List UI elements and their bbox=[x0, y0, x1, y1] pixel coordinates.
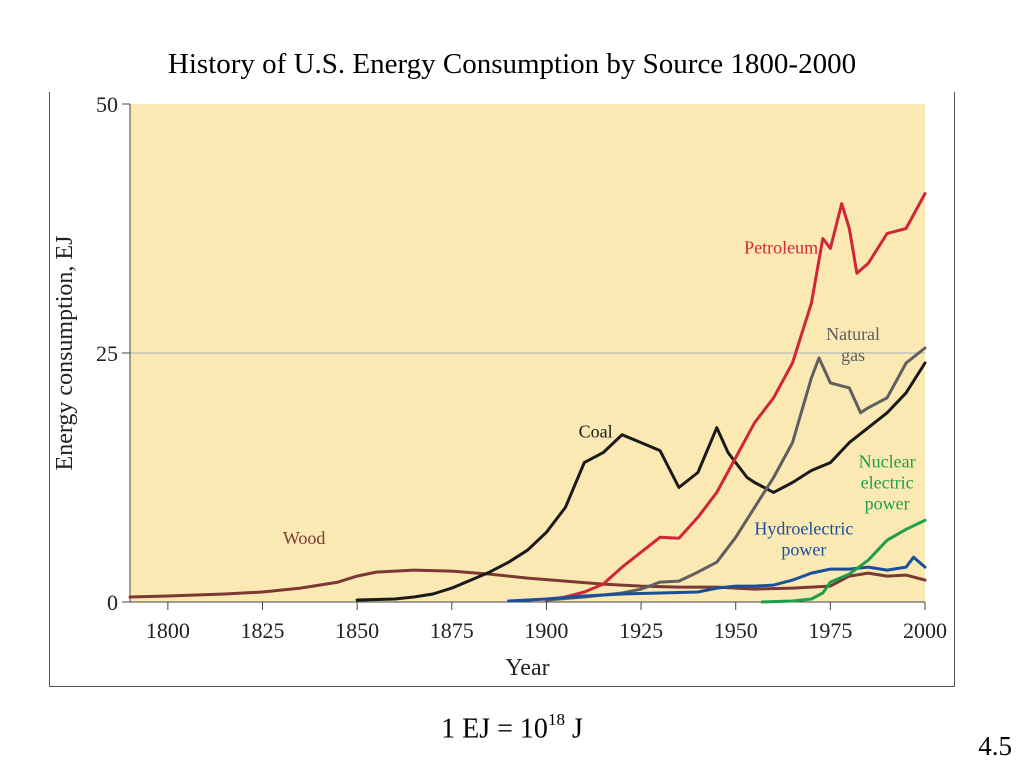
series-label-natural-gas: Natural gas bbox=[826, 324, 880, 365]
y-tick-label-50: 50 bbox=[96, 92, 118, 117]
series-label-wood: Wood bbox=[283, 528, 326, 548]
x-tick-label-1900: 1900 bbox=[524, 618, 568, 643]
x-tick-label-1950: 1950 bbox=[714, 618, 758, 643]
chart-frame: 1800 1825 1850 1875 1900 1925 1950 1975 2000 0 25 5… bbox=[49, 92, 955, 687]
series-label-line: power bbox=[781, 539, 826, 559]
x-axis-title: Year bbox=[505, 655, 549, 681]
series-label-line: Hydroelectric bbox=[754, 518, 853, 538]
y-tick-label-25: 25 bbox=[96, 341, 118, 366]
series-label-petroleum: Petroleum bbox=[744, 237, 818, 257]
series-line-petroleum bbox=[544, 192, 927, 602]
x-tick-label-1825: 1825 bbox=[241, 618, 285, 643]
series-line-nuclear-electric-power bbox=[760, 518, 927, 604]
series-line-coal bbox=[355, 361, 927, 602]
x-tick-label-1875: 1875 bbox=[430, 618, 474, 643]
x-tick-label-1925: 1925 bbox=[619, 618, 663, 643]
series-label-hydroelectric-power: Hydroelectric power bbox=[754, 518, 853, 559]
unit-note: 1 EJ = 1018 J bbox=[0, 710, 1024, 745]
unit-note-suffix: J bbox=[564, 713, 583, 745]
series-line-wood bbox=[128, 568, 927, 599]
line-chart: 1800 1825 1850 1875 1900 1925 1950 1975 2000 0 25 5… bbox=[52, 92, 947, 681]
series-label-line: electric bbox=[861, 473, 914, 493]
series-label-line: Nuclear bbox=[859, 452, 916, 472]
x-tick-label-1975: 1975 bbox=[808, 618, 852, 643]
y-tick-label-0: 0 bbox=[107, 590, 118, 615]
unit-note-exponent: 18 bbox=[547, 710, 565, 729]
series-line-natural-gas bbox=[544, 346, 927, 602]
x-tick-label-1800: 1800 bbox=[146, 618, 190, 643]
x-tick-label-2000: 2000 bbox=[903, 618, 947, 643]
unit-note-base: 1 EJ = 10 bbox=[441, 713, 548, 745]
series-label-line: Coal bbox=[579, 422, 613, 442]
series-label-line: Petroleum bbox=[744, 237, 818, 257]
slide-title: History of U.S. Energy Consumption by So… bbox=[167, 48, 857, 80]
series-label-line: power bbox=[865, 494, 910, 514]
series-label-line: Wood bbox=[283, 528, 326, 548]
series-line-hydroelectric-power bbox=[507, 555, 927, 603]
series-label-line: Natural bbox=[826, 324, 880, 344]
x-tick-label-1850: 1850 bbox=[335, 618, 379, 643]
y-axis-title: Energy consumption, EJ bbox=[52, 236, 78, 471]
series-label-coal: Coal bbox=[579, 422, 613, 442]
series-label-line: gas bbox=[841, 345, 865, 365]
series-label-nuclear-electric-power: Nuclear electric power bbox=[859, 452, 916, 514]
slide-number: 4.5 bbox=[978, 731, 1012, 761]
